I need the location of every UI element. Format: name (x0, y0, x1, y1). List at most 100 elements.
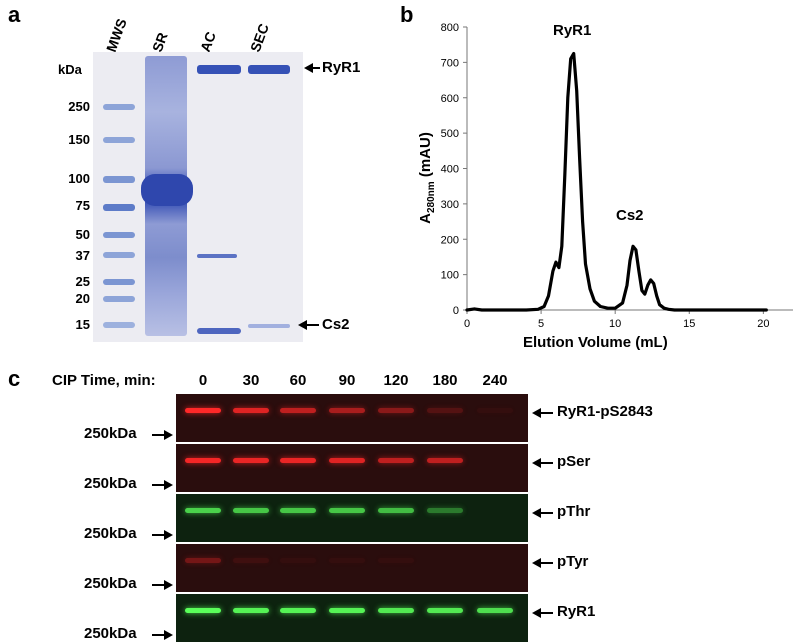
blot-strip (176, 544, 528, 592)
blot-band (378, 508, 414, 513)
time-label: 90 (338, 372, 356, 389)
ladder-band (103, 204, 135, 211)
blot-arrow-line (540, 512, 553, 514)
sds-page-gel (93, 52, 303, 342)
kda-arrow-icon (164, 430, 173, 440)
blot-label: pThr (557, 503, 591, 520)
marker-label-75: 75 (75, 198, 90, 213)
time-label: 0 (198, 372, 208, 389)
blot-band (477, 408, 513, 413)
blot-strip (176, 444, 528, 492)
ac-mid-band (197, 254, 237, 258)
blot-band (329, 458, 365, 463)
blot-band (233, 408, 269, 413)
sec-ryr1-band (248, 65, 290, 74)
blot-band (233, 558, 269, 563)
blot-band (233, 458, 269, 463)
kda-arrow-line (152, 534, 165, 536)
kda-arrow-icon (164, 580, 173, 590)
panel-c-letter: c (8, 366, 21, 391)
ladder-band (103, 279, 135, 285)
x-tick-label: 15 (683, 318, 695, 330)
kda-arrow-line (152, 484, 165, 486)
y-tick-label: 800 (441, 22, 459, 34)
blot-band (329, 508, 365, 513)
y-tick-label: 100 (441, 270, 459, 282)
blot-band (378, 608, 414, 613)
blot-band (329, 608, 365, 613)
time-label: 60 (289, 372, 307, 389)
y-tick-label: 700 (441, 57, 459, 69)
cs2-arrow-icon (298, 320, 307, 330)
kda-arrow-line (152, 634, 165, 636)
elution-chromatogram: 0 100 200 300 400 500 600 700 800 0 5 10 15 20 (441, 22, 793, 330)
ladder-band (103, 176, 135, 183)
marker-label-100: 100 (68, 171, 90, 186)
blot-band (280, 608, 316, 613)
kda-arrow-icon (164, 480, 173, 490)
blot-arrow-icon (532, 508, 541, 518)
kda-arrow-line (152, 434, 165, 436)
blot-band (427, 508, 463, 513)
marker-label-15: 15 (75, 317, 90, 332)
series-line (465, 51, 768, 312)
panel-b-letter: b (400, 2, 414, 27)
blot-band (233, 608, 269, 613)
blot-band (280, 508, 316, 513)
marker-label-20: 20 (75, 291, 90, 306)
blot-band (329, 408, 365, 413)
kda-arrow-icon (164, 630, 173, 640)
y-tick-label: 300 (441, 199, 459, 211)
ladder-band (103, 104, 135, 110)
blot-band (477, 608, 513, 613)
blot-arrow-icon (532, 408, 541, 418)
blot-label: RyR1-pS2843 (557, 403, 653, 420)
ladder-band (103, 296, 135, 302)
x-axis-label: Elution Volume (mL) (523, 334, 668, 351)
x-tick-label: 20 (757, 318, 769, 330)
blot-band (185, 608, 221, 613)
y-tick-label: 200 (441, 234, 459, 246)
time-label: 30 (242, 372, 260, 389)
blot-band (280, 408, 316, 413)
blot-arrow-icon (532, 558, 541, 568)
peak-label-cs2: Cs2 (616, 207, 644, 224)
ac-ryr1-band (197, 65, 241, 74)
cs2-annotation: Cs2 (322, 316, 350, 333)
blot-arrow-line (540, 412, 553, 414)
kda-marker-label: 250kDa (84, 575, 137, 592)
blot-arrow-line (540, 612, 553, 614)
kda-marker-label: 250kDa (84, 425, 137, 442)
blot-band (185, 558, 221, 563)
kda-marker-label: 250kDa (84, 475, 137, 492)
cip-time-label: CIP Time, min: (52, 372, 156, 389)
marker-label-150: 150 (68, 132, 90, 147)
y-tick-label: 600 (441, 93, 459, 105)
blot-arrow-line (540, 462, 553, 464)
x-tick-label: 0 (464, 318, 470, 330)
blot-band (185, 408, 221, 413)
blot-band (280, 558, 316, 563)
marker-label-37: 37 (75, 248, 90, 263)
blot-label: pSer (557, 453, 591, 470)
ryr1-annotation: RyR1 (322, 59, 361, 76)
blot-band (185, 508, 221, 513)
panel-a-letter: a (8, 2, 21, 27)
kda-arrow-line (152, 584, 165, 586)
marker-label-50: 50 (75, 227, 90, 242)
sec-cs2-band (248, 324, 290, 328)
kda-unit-label: kDa (58, 62, 82, 77)
ac-cs2-band (197, 328, 241, 334)
y-tick-label: 500 (441, 128, 459, 140)
kda-marker-label: 250kDa (84, 625, 137, 642)
time-label: 180 (432, 372, 458, 389)
blot-band (427, 408, 463, 413)
blot-band (427, 608, 463, 613)
blot-band (427, 458, 463, 463)
peak-label-ryr1: RyR1 (553, 22, 592, 39)
ryr1-arrow-icon (304, 63, 313, 73)
blot-label: RyR1 (557, 603, 596, 620)
ladder-band (103, 232, 135, 238)
x-tick-label: 10 (609, 318, 621, 330)
blot-arrow-icon (532, 608, 541, 618)
